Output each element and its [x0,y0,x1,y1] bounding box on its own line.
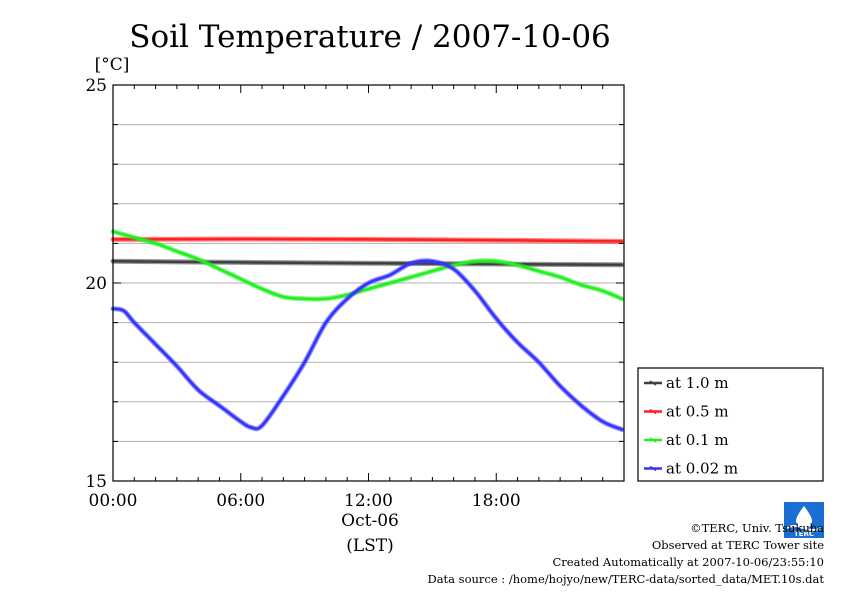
series-line-glow [110,258,625,432]
y-axis-label: [°C] [95,55,130,75]
x-tick-label: 00:00 [89,491,138,511]
legend-swatch-mark [649,408,657,415]
y-tick-label: 20 [85,274,107,294]
data-source: Data source : /home/hojyo/new/TERC-data/… [427,572,824,586]
legend-box [637,367,824,482]
date-label: Oct-06 [341,511,399,531]
series-line-0 [111,259,624,267]
x-tick-label: 18:00 [472,491,521,511]
legend: at 1.0 m at 0.5 m at 0.1 m at 0.02 m [637,367,824,482]
footer: ©TERC, Univ. Tsukuba Observed at TERC To… [427,520,824,588]
series-line-3 [111,259,624,431]
series-line-2 [111,230,624,301]
terc-logo: TERC [784,502,824,538]
y-tick-label: 25 [85,76,107,96]
copyright: ©TERC, Univ. Tsukuba [690,521,824,535]
logo-text: TERC [794,530,814,538]
legend-label: at 0.5 m [666,403,729,421]
site-note: Observed at TERC Tower site [651,538,824,552]
x-tick-label: 06:00 [216,491,265,511]
legend-label: at 0.02 m [666,460,738,478]
x-ticks: 00:00 06:00 12:00 18:00 [89,85,625,511]
legend-swatch-mark [649,465,657,472]
series-lines [110,229,625,432]
series-line-1 [111,237,624,243]
legend-label: at 0.1 m [666,431,729,449]
y-ticks: 15 20 25 [85,76,624,492]
y-tick-label: 15 [85,472,107,492]
legend-label: at 1.0 m [666,374,729,392]
legend-swatch-mark [649,380,657,386]
chart-title: Soil Temperature / 2007-10-06 [129,19,611,55]
x-axis-label: (LST) [346,536,394,556]
legend-swatch-mark [649,437,657,443]
x-tick-label: 12:00 [344,491,393,511]
created-timestamp: Created Automatically at 2007-10-06/23:5… [552,555,825,569]
